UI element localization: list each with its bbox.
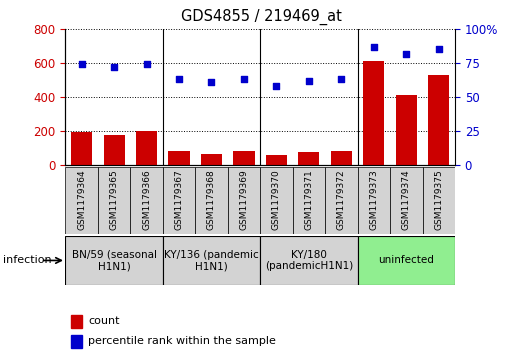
- Text: count: count: [88, 316, 120, 326]
- Bar: [130, 167, 163, 234]
- Point: [272, 83, 281, 89]
- Bar: [104, 135, 124, 165]
- Text: GSM1179367: GSM1179367: [175, 169, 184, 230]
- Text: GSM1179364: GSM1179364: [77, 169, 86, 230]
- Bar: [71, 132, 92, 165]
- Bar: [168, 151, 189, 165]
- Bar: [98, 167, 130, 234]
- Bar: [65, 167, 98, 234]
- Text: GDS4855 / 219469_at: GDS4855 / 219469_at: [181, 9, 342, 25]
- Text: BN/59 (seasonal
H1N1): BN/59 (seasonal H1N1): [72, 250, 156, 271]
- Bar: [228, 167, 260, 234]
- Bar: [195, 167, 228, 234]
- Text: percentile rank within the sample: percentile rank within the sample: [88, 336, 276, 346]
- Text: GSM1179369: GSM1179369: [240, 169, 248, 230]
- Bar: [325, 167, 358, 234]
- Bar: [358, 236, 455, 285]
- Bar: [423, 167, 455, 234]
- Point: [207, 79, 215, 85]
- Text: KY/180
(pandemicH1N1): KY/180 (pandemicH1N1): [265, 250, 353, 271]
- Bar: [396, 95, 417, 165]
- Bar: [331, 151, 352, 165]
- Point: [305, 78, 313, 83]
- Bar: [298, 152, 320, 165]
- Bar: [65, 236, 163, 285]
- Text: infection: infection: [3, 256, 51, 265]
- Bar: [163, 236, 260, 285]
- Text: GSM1179365: GSM1179365: [110, 169, 119, 230]
- Bar: [363, 61, 384, 165]
- Text: uninfected: uninfected: [378, 256, 434, 265]
- Bar: [163, 167, 195, 234]
- Point: [175, 77, 183, 82]
- Bar: [233, 151, 255, 165]
- Point: [110, 64, 118, 70]
- Bar: [260, 236, 358, 285]
- Bar: [201, 154, 222, 165]
- Text: GSM1179373: GSM1179373: [369, 169, 378, 230]
- Bar: [428, 75, 449, 165]
- Bar: [136, 131, 157, 165]
- Bar: [390, 167, 423, 234]
- Point: [402, 50, 411, 56]
- Text: GSM1179375: GSM1179375: [434, 169, 444, 230]
- Bar: [293, 167, 325, 234]
- Point: [370, 44, 378, 50]
- Text: GSM1179368: GSM1179368: [207, 169, 216, 230]
- Text: GSM1179366: GSM1179366: [142, 169, 151, 230]
- Point: [142, 61, 151, 68]
- Text: GSM1179370: GSM1179370: [272, 169, 281, 230]
- Point: [435, 46, 443, 52]
- Text: GSM1179372: GSM1179372: [337, 169, 346, 230]
- Point: [240, 77, 248, 82]
- Text: GSM1179371: GSM1179371: [304, 169, 313, 230]
- Point: [337, 77, 346, 82]
- Point: [77, 61, 86, 68]
- Bar: [260, 167, 293, 234]
- Bar: [266, 155, 287, 165]
- Text: KY/136 (pandemic
H1N1): KY/136 (pandemic H1N1): [164, 250, 259, 271]
- Text: GSM1179374: GSM1179374: [402, 169, 411, 230]
- Bar: [358, 167, 390, 234]
